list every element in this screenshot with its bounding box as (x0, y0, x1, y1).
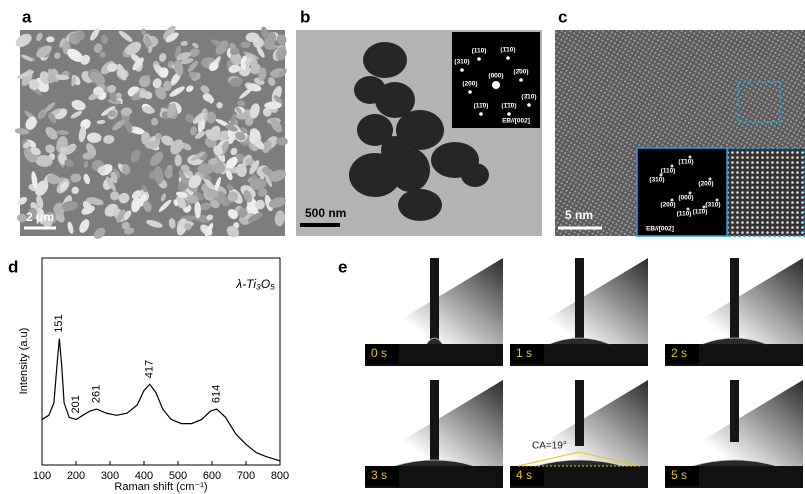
needle (730, 380, 739, 442)
saed-spot (527, 103, 531, 107)
spot-label: (110) (677, 211, 692, 218)
x-tick-label: 700 (237, 470, 255, 482)
saed-spot (507, 112, 511, 116)
panel-label: b (300, 7, 310, 26)
spot-label: (200) (462, 81, 477, 88)
spot-label: (1̄10) (500, 46, 515, 54)
x-tick-label: 300 (101, 470, 119, 482)
needle (575, 380, 584, 446)
scale-text: 5 nm (565, 208, 593, 222)
saed-spot (460, 68, 464, 72)
time-label: 1 s (516, 346, 532, 360)
saed-spot (519, 78, 523, 82)
spot-label: (3̄10) (521, 93, 536, 101)
droplet-frame: 3 s (365, 380, 503, 488)
grain (246, 32, 260, 42)
spot-label: (110) (661, 168, 676, 175)
droplet-frame: 5 s (665, 380, 803, 488)
scale-text: 500 nm (305, 206, 346, 220)
spot-label: (310) (649, 177, 664, 184)
panel-label: a (22, 7, 32, 26)
needle (730, 258, 739, 340)
panel-label: d (8, 257, 18, 276)
x-tick-label: 800 (271, 470, 289, 482)
peak-label: 201 (70, 395, 82, 413)
x-tick-label: 500 (169, 470, 187, 482)
saed-spot (477, 57, 481, 61)
spot-label: (000) (678, 195, 693, 202)
panel-label: e (338, 257, 347, 276)
spot-label: (200) (698, 181, 713, 188)
zone-axis: EB//[002] (646, 226, 674, 233)
panel-d: d λ-Ti₃O₅ Raman shift (cm⁻¹) Intensity (… (8, 257, 289, 492)
peak-label: 614 (211, 385, 223, 403)
x-tick-label: 400 (135, 470, 153, 482)
spot-label: (110) (472, 48, 487, 55)
spot-label: (1̄10) (678, 158, 693, 166)
panel-a: 2 μm a (13, 7, 288, 241)
figure: 2 μma 500 nm b (310)(110)(1̄10)(000)(200… (0, 0, 805, 494)
x-tick-label: 600 (203, 470, 221, 482)
panel-c: 5 nm c (1̄10)(110)(310)(200)(000)(200)(3… (555, 7, 805, 236)
peak-label: 151 (53, 314, 65, 332)
scale-text: 2 μm (26, 210, 54, 224)
time-label: 4 s (516, 468, 532, 482)
spot-label: (000) (488, 73, 503, 80)
droplet-frame: 2 s (665, 258, 803, 366)
time-label: 5 s (671, 468, 687, 482)
time-label: 3 s (371, 468, 387, 482)
droplet-frame: 0 s (365, 258, 503, 366)
time-label: 2 s (671, 346, 687, 360)
saed-spot (479, 112, 483, 116)
panel-b: 500 nm b (310)(110) (1̄10) (000) (200) (2̄00… (296, 7, 542, 236)
spot-label: (310) (705, 202, 720, 209)
contact-angle: CA=19° (532, 441, 567, 452)
spot-label: (310) (454, 59, 469, 66)
zone-axis: EB//[002] (502, 118, 530, 125)
saed-spot (468, 90, 472, 94)
spot-label: (11̄0) (474, 102, 489, 110)
x-tick-label: 100 (33, 470, 51, 482)
time-label: 0 s (371, 346, 387, 360)
spot-label: (11̄0) (693, 208, 708, 216)
zoom-inset (727, 148, 805, 236)
x-tick-label: 200 (67, 470, 85, 482)
panel-e: e 0 s 1 s 2 s 3 s 4 s CA=19° 5 s (338, 257, 803, 488)
saed-spot (494, 82, 498, 86)
spot-label: (1̄1̄0) (501, 102, 516, 110)
x-axis-label: Raman shift (cm⁻¹) (114, 481, 207, 493)
annotation: λ-Ti₃O₅ (235, 277, 275, 291)
peak-label: 417 (144, 360, 156, 378)
droplet-frame: 1 s (510, 258, 648, 366)
panel-label: c (558, 7, 567, 26)
needle (430, 258, 439, 340)
y-axis-label: Intensity (a.u) (18, 328, 30, 395)
needle (575, 258, 584, 340)
saed-spot (506, 56, 510, 60)
needle (430, 380, 439, 462)
grain (46, 36, 54, 42)
droplet-frame: 4 s CA=19° (510, 380, 648, 488)
peak-label: 261 (91, 385, 103, 403)
spot-label: (200) (660, 202, 675, 209)
spot-label: (2̄00) (513, 68, 528, 76)
